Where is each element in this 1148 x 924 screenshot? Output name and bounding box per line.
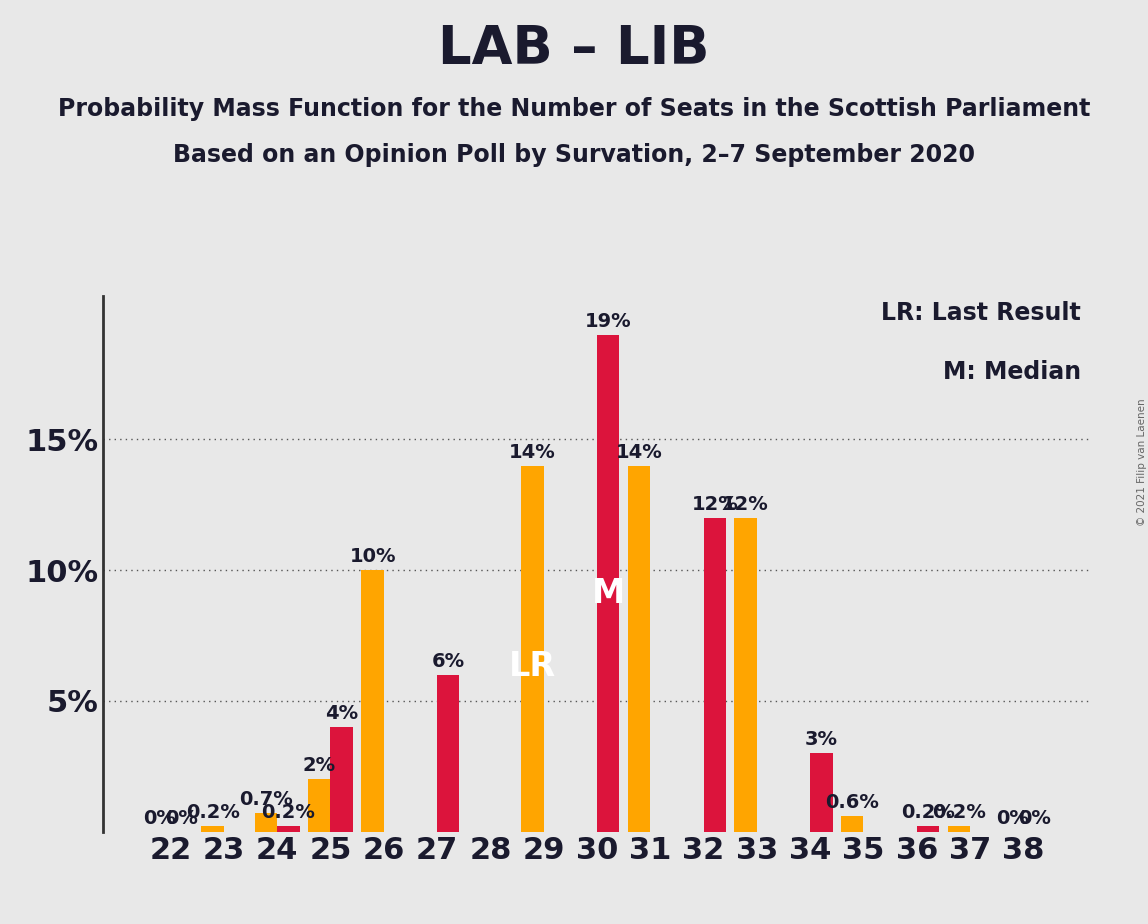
Text: Probability Mass Function for the Number of Seats in the Scottish Parliament: Probability Mass Function for the Number… [57,97,1091,121]
Bar [437,675,459,832]
Bar [810,753,832,832]
Text: 0.2%: 0.2% [932,804,986,822]
Text: 3%: 3% [805,730,838,749]
Text: 0.6%: 0.6% [825,793,879,812]
Bar [735,517,757,832]
Text: 0.2%: 0.2% [901,804,955,822]
Text: 0%: 0% [144,808,176,828]
Bar [841,816,863,832]
Text: 19%: 19% [584,312,631,331]
Bar [277,826,300,832]
Text: 0%: 0% [995,808,1029,828]
Bar [362,570,383,832]
Text: © 2021 Filip van Laenen: © 2021 Filip van Laenen [1138,398,1147,526]
Text: 0.2%: 0.2% [262,804,316,822]
Text: 4%: 4% [325,704,358,723]
Text: 12%: 12% [691,495,738,514]
Bar [255,813,277,832]
Bar [704,517,726,832]
Bar [308,779,331,832]
Bar [947,826,970,832]
Bar [331,727,352,832]
Bar [628,466,650,832]
Text: 2%: 2% [303,757,336,775]
Text: LR: LR [509,650,556,684]
Text: 14%: 14% [509,443,556,462]
Text: 14%: 14% [615,443,662,462]
Text: 0.2%: 0.2% [186,804,240,822]
Bar [597,334,619,832]
Bar [917,826,939,832]
Text: M: M [591,577,625,610]
Text: 12%: 12% [722,495,769,514]
Text: Based on an Opinion Poll by Survation, 2–7 September 2020: Based on an Opinion Poll by Survation, 2… [173,143,975,167]
Text: 0%: 0% [1018,808,1050,828]
Text: 0.7%: 0.7% [239,790,293,809]
Text: LAB – LIB: LAB – LIB [439,23,709,75]
Text: 10%: 10% [349,547,396,566]
Text: 0%: 0% [165,808,199,828]
Text: 6%: 6% [432,651,465,671]
Bar [202,826,224,832]
Bar [521,466,544,832]
Text: M: Median: M: Median [943,360,1080,384]
Text: LR: Last Result: LR: Last Result [881,301,1080,325]
